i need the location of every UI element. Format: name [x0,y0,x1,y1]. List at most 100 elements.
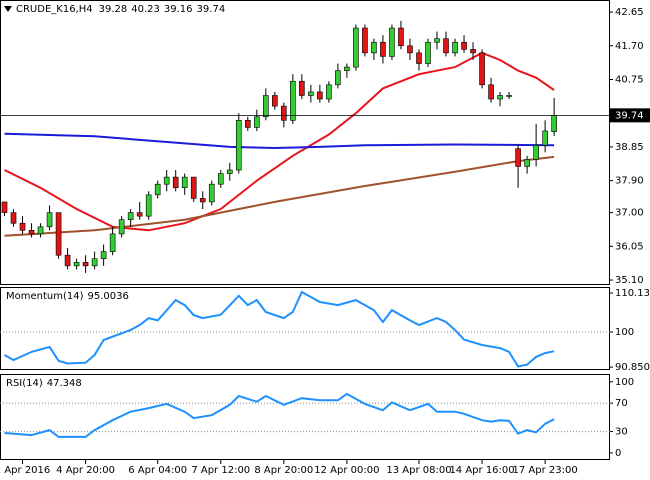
y-tick-label: 70 [615,398,628,409]
candle-body [253,116,260,128]
candle-body [145,194,152,217]
header-value: CRUDE_K16,H4 [16,4,93,15]
last-price-box [610,108,650,123]
candle-body [425,41,431,64]
candle-body [208,183,215,203]
indicator-value: 47.348 [47,378,82,389]
y-tick-label: 30 [615,427,628,438]
last-price-label: 39.74 [615,110,644,121]
candle-body [172,176,179,189]
y-tick-label: 0 [615,448,621,459]
candle-body [533,144,539,160]
candle-body [73,261,80,267]
y-tick-label: 37.00 [615,208,644,219]
candle-body [46,212,53,228]
candle-body [154,183,161,196]
candle-body [362,27,368,54]
candle-body [551,115,557,132]
candle-body [19,222,26,231]
candle-body [398,27,404,47]
indicator-line [4,290,555,368]
indicator-line [4,392,555,438]
candle-body [244,120,251,128]
candle-body [389,27,395,57]
header-value: 39.74 [197,4,226,15]
candle-body [452,41,458,54]
candle-body [217,173,224,185]
panel-frame [0,287,610,370]
y-tick-label: 42.65 [615,7,644,18]
candle-body [317,91,323,100]
candle-body [335,70,341,86]
candle-body [344,66,350,71]
candle-body [299,80,305,96]
x-tick-label: 1 Apr 2016 [0,465,50,476]
x-tick-label: 7 Apr 12:00 [191,465,250,476]
indicator-title: Momentum(14) 95.0036 [6,291,129,302]
candle-body [524,159,530,167]
candle-body [263,95,269,118]
candle-body [127,212,134,220]
candle-body [281,105,287,121]
x-tick-label: 8 Apr 20:00 [254,465,313,476]
x-tick-label: 14 Apr 16:00 [449,465,514,476]
candle-body [353,27,359,68]
candle-body [118,219,125,235]
y-tick-label: 110.1343 [615,288,650,299]
x-tick-label: 6 Apr 04:00 [128,465,187,476]
y-tick-label: 37.90 [615,176,644,187]
candle-body [10,212,17,224]
x-tick-label: 12 Apr 00:00 [314,465,379,476]
candle-body [488,84,494,100]
y-tick-label: 90.8502 [615,362,650,373]
y-tick-label: 41.70 [615,41,644,52]
candle-body [199,198,206,203]
indicator-line [4,155,555,237]
candle-body [37,226,44,235]
header-value: 39.28 [99,4,128,15]
candle-body [290,80,296,121]
candle-body [371,41,377,54]
chart-title: CRUDE_K16,H4 39.28 40.23 39.16 39.74 [16,4,225,15]
indicator-value: 95.0036 [88,291,129,302]
candle-body [434,38,440,43]
y-tick-label: 40.75 [615,75,644,86]
y-tick-label: 38.85 [615,142,644,153]
x-tick-label: 13 Apr 08:00 [386,465,451,476]
y-tick-label: 35.10 [615,275,644,286]
dropdown-icon [4,6,12,12]
candle-body [190,176,197,199]
indicator-title: RSI(14) 47.348 [6,378,82,389]
candle-body [470,49,476,54]
panel-frame [0,0,610,285]
indicator-line [4,132,555,150]
x-tick-label: 17 Apr 23:00 [513,465,578,476]
candle-body [181,176,188,189]
y-tick-label: 36.05 [615,241,644,252]
candle-body [226,169,233,174]
candle-body [443,38,449,54]
candle-body [380,41,386,57]
candle-body [109,233,116,252]
candle-body [1,201,8,213]
candle-body [506,95,512,97]
candle-body [136,212,143,217]
candle-body [479,52,485,86]
candle-body [163,176,170,185]
y-tick-label: 100 [615,377,634,388]
candle-body [326,84,332,100]
candle-body [461,41,467,50]
panel-frame [0,374,610,460]
candle-body [308,91,314,96]
candle-body [64,254,71,267]
candle-body [91,258,98,267]
y-tick-label: 100 [615,327,634,338]
candle-body [82,261,89,267]
candle-body [515,148,521,167]
candle-body [272,95,278,107]
x-tick-label: 4 Apr 20:00 [56,465,115,476]
candle-body [542,130,548,146]
candle-body [55,212,62,256]
candle-body [100,251,107,260]
